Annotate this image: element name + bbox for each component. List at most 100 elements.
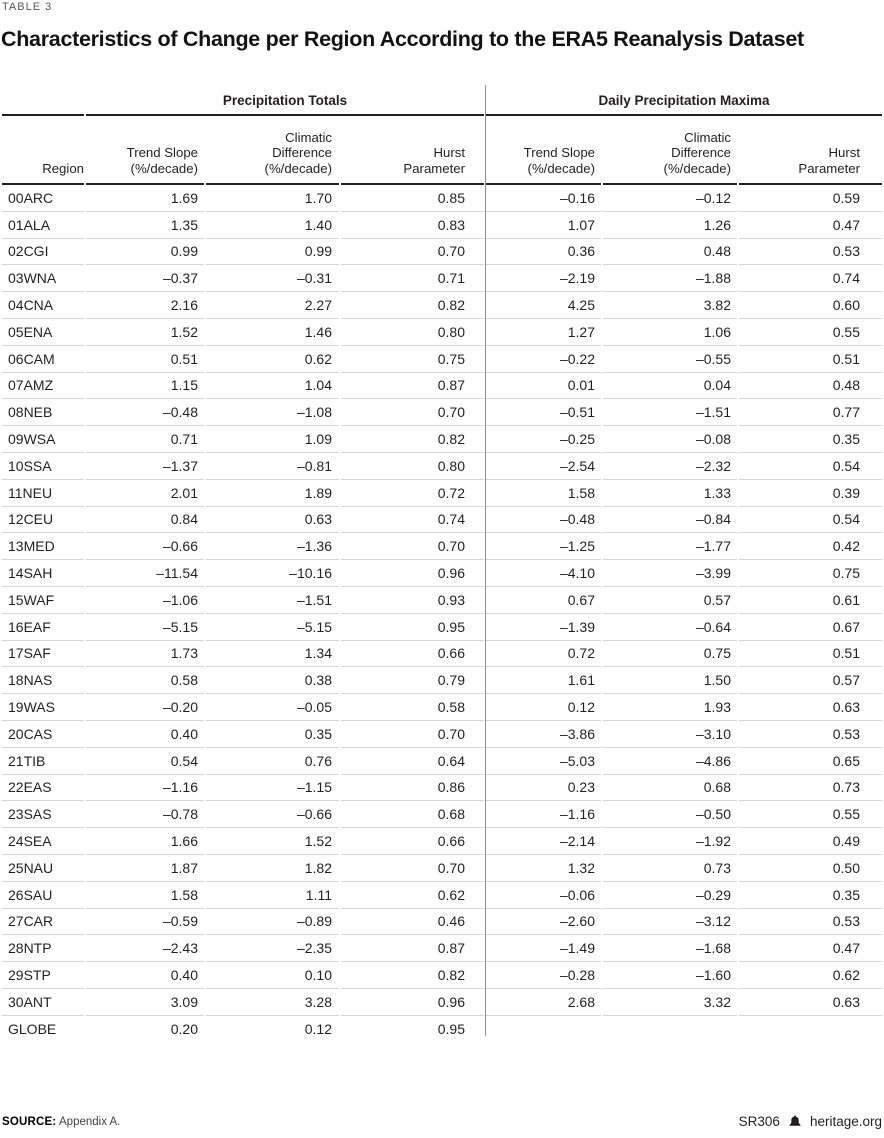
value-cell: 0.51 xyxy=(739,346,882,373)
value-cell: 2.68 xyxy=(486,989,601,1016)
value-cell: –1.16 xyxy=(86,775,204,802)
value-cell: 0.57 xyxy=(603,587,737,614)
heritage-bell-icon xyxy=(787,1114,803,1129)
value-cell: –1.51 xyxy=(603,399,737,427)
column-header-dpm-hurst-parameter: Hurst Parameter xyxy=(739,116,882,185)
source-text: Appendix A. xyxy=(59,1115,121,1128)
value-cell: 0.70 xyxy=(341,533,484,561)
value-cell: 0.51 xyxy=(86,346,204,373)
value-cell: 0.75 xyxy=(739,560,882,587)
value-cell: 0.62 xyxy=(206,346,339,373)
value-cell: 1.07 xyxy=(486,212,601,239)
region-cell: 04CNA xyxy=(2,292,84,319)
table-row: 23SAS –0.78 –0.66 0.68 –1.16 –0.50 0.55 xyxy=(2,801,882,829)
value-cell: 0.72 xyxy=(341,480,484,507)
value-cell: –5.15 xyxy=(206,614,339,641)
value-cell: 1.70 xyxy=(206,185,339,212)
value-cell: –0.31 xyxy=(206,265,339,293)
value-cell: –0.64 xyxy=(603,614,737,641)
table-row: 12CEU 0.84 0.63 0.74 –0.48 –0.84 0.54 xyxy=(2,507,882,534)
value-cell: 1.32 xyxy=(486,855,601,882)
value-cell: –3.12 xyxy=(603,909,737,936)
value-cell: –0.16 xyxy=(486,185,601,212)
value-cell: –0.81 xyxy=(206,453,339,480)
region-cell: GLOBE xyxy=(8,1020,57,1037)
group-header-daily-precipitation-maxima: Daily Precipitation Maxima xyxy=(486,85,882,116)
region-cell: 01ALA xyxy=(2,212,84,239)
value-cell: –0.48 xyxy=(86,399,204,427)
value-cell: 1.89 xyxy=(206,480,339,507)
region-cell: 12CEU xyxy=(2,507,84,534)
value-cell: 1.40 xyxy=(206,212,339,239)
value-cell: 1.93 xyxy=(603,694,737,721)
value-cell: 0.12 xyxy=(304,1020,332,1037)
column-header-pt-climatic-difference: Climatic Difference (%/decade) xyxy=(206,116,339,185)
table-row: 03WNA –0.37 –0.31 0.71 –2.19 –1.88 0.74 xyxy=(2,265,882,293)
value-cell: 0.38 xyxy=(206,667,339,695)
column-header-pt-hurst-parameter: Hurst Parameter xyxy=(341,116,484,185)
value-cell: 3.82 xyxy=(603,292,737,319)
value-cell: 0.71 xyxy=(86,426,204,453)
value-cell: 0.62 xyxy=(341,882,484,909)
region-cell: 29STP xyxy=(2,962,84,989)
value-cell: –0.66 xyxy=(206,801,339,829)
value-cell: 0.67 xyxy=(486,587,601,614)
value-cell: 0.72 xyxy=(486,641,601,668)
region-cell: 17SAF xyxy=(2,641,84,668)
value-cell: –0.48 xyxy=(486,507,601,534)
value-cell: 1.52 xyxy=(86,319,204,346)
data-table: Precipitation Totals Daily Precipitation… xyxy=(0,85,884,1042)
value-cell: 1.33 xyxy=(603,480,737,507)
value-cell: 0.59 xyxy=(739,185,882,212)
value-cell: 1.73 xyxy=(86,641,204,668)
value-cell: 0.53 xyxy=(739,239,882,266)
region-cell: 25NAU xyxy=(2,855,84,882)
table-row: 22EAS –1.16 –1.15 0.86 0.23 0.68 0.73 xyxy=(2,775,882,802)
value-cell: 0.95 xyxy=(437,1020,465,1037)
region-cell: 23SAS xyxy=(2,801,84,829)
table-row: 28NTP –2.43 –2.35 0.87 –1.49 –1.68 0.47 xyxy=(2,935,882,963)
value-cell: 0.82 xyxy=(341,426,484,453)
value-cell: 1.46 xyxy=(206,319,339,346)
region-cell: 08NEB xyxy=(2,399,84,427)
value-cell: 0.87 xyxy=(341,935,484,963)
value-cell: 0.74 xyxy=(739,265,882,293)
value-cell: 0.96 xyxy=(341,560,484,587)
region-cell: 09WSA xyxy=(2,426,84,453)
value-cell: –1.25 xyxy=(486,533,601,561)
region-cell: 19WAS xyxy=(2,694,84,721)
group-header-row: Precipitation Totals Daily Precipitation… xyxy=(2,85,882,116)
value-cell: 1.66 xyxy=(86,828,204,855)
footer: SOURCE: Appendix A. SR306 heritage.org xyxy=(2,1114,882,1129)
value-cell: 0.79 xyxy=(341,667,484,695)
table-row: 27CAR –0.59 –0.89 0.46 –2.60 –3.12 0.53 xyxy=(2,909,882,936)
value-cell: –3.99 xyxy=(603,560,737,587)
value-cell: 0.83 xyxy=(341,212,484,239)
source-note: SOURCE: Appendix A. xyxy=(2,1116,120,1128)
value-cell: 1.35 xyxy=(86,212,204,239)
value-cell: 0.47 xyxy=(739,212,882,239)
table-row: 01ALA 1.35 1.40 0.83 1.07 1.26 0.47 xyxy=(2,212,882,239)
value-cell: 0.40 xyxy=(86,721,204,748)
heritage-url: heritage.org xyxy=(809,1114,882,1129)
value-cell: 1.82 xyxy=(206,855,339,882)
table-row: 18NAS 0.58 0.38 0.79 1.61 1.50 0.57 xyxy=(2,667,882,695)
value-cell: 0.73 xyxy=(739,775,882,802)
value-cell xyxy=(603,1016,737,1042)
region-cell: 06CAM xyxy=(2,346,84,373)
value-cell: –0.28 xyxy=(486,962,601,989)
value-cell: –0.37 xyxy=(86,265,204,293)
value-cell: 0.63 xyxy=(206,507,339,534)
value-cell: 0.40 xyxy=(86,962,204,989)
value-cell: –1.37 xyxy=(86,453,204,480)
table-row: 14SAH –11.54 –10.16 0.96 –4.10 –3.99 0.75 xyxy=(2,560,882,587)
value-cell: –1.49 xyxy=(486,935,601,963)
value-cell: –0.78 xyxy=(86,801,204,829)
value-cell: 0.99 xyxy=(86,239,204,266)
value-cell: 0.65 xyxy=(739,748,882,775)
region-cell: 15WAF xyxy=(2,587,84,614)
value-cell: 0.35 xyxy=(739,426,882,453)
value-cell: –5.15 xyxy=(86,614,204,641)
value-cell xyxy=(739,1016,882,1042)
